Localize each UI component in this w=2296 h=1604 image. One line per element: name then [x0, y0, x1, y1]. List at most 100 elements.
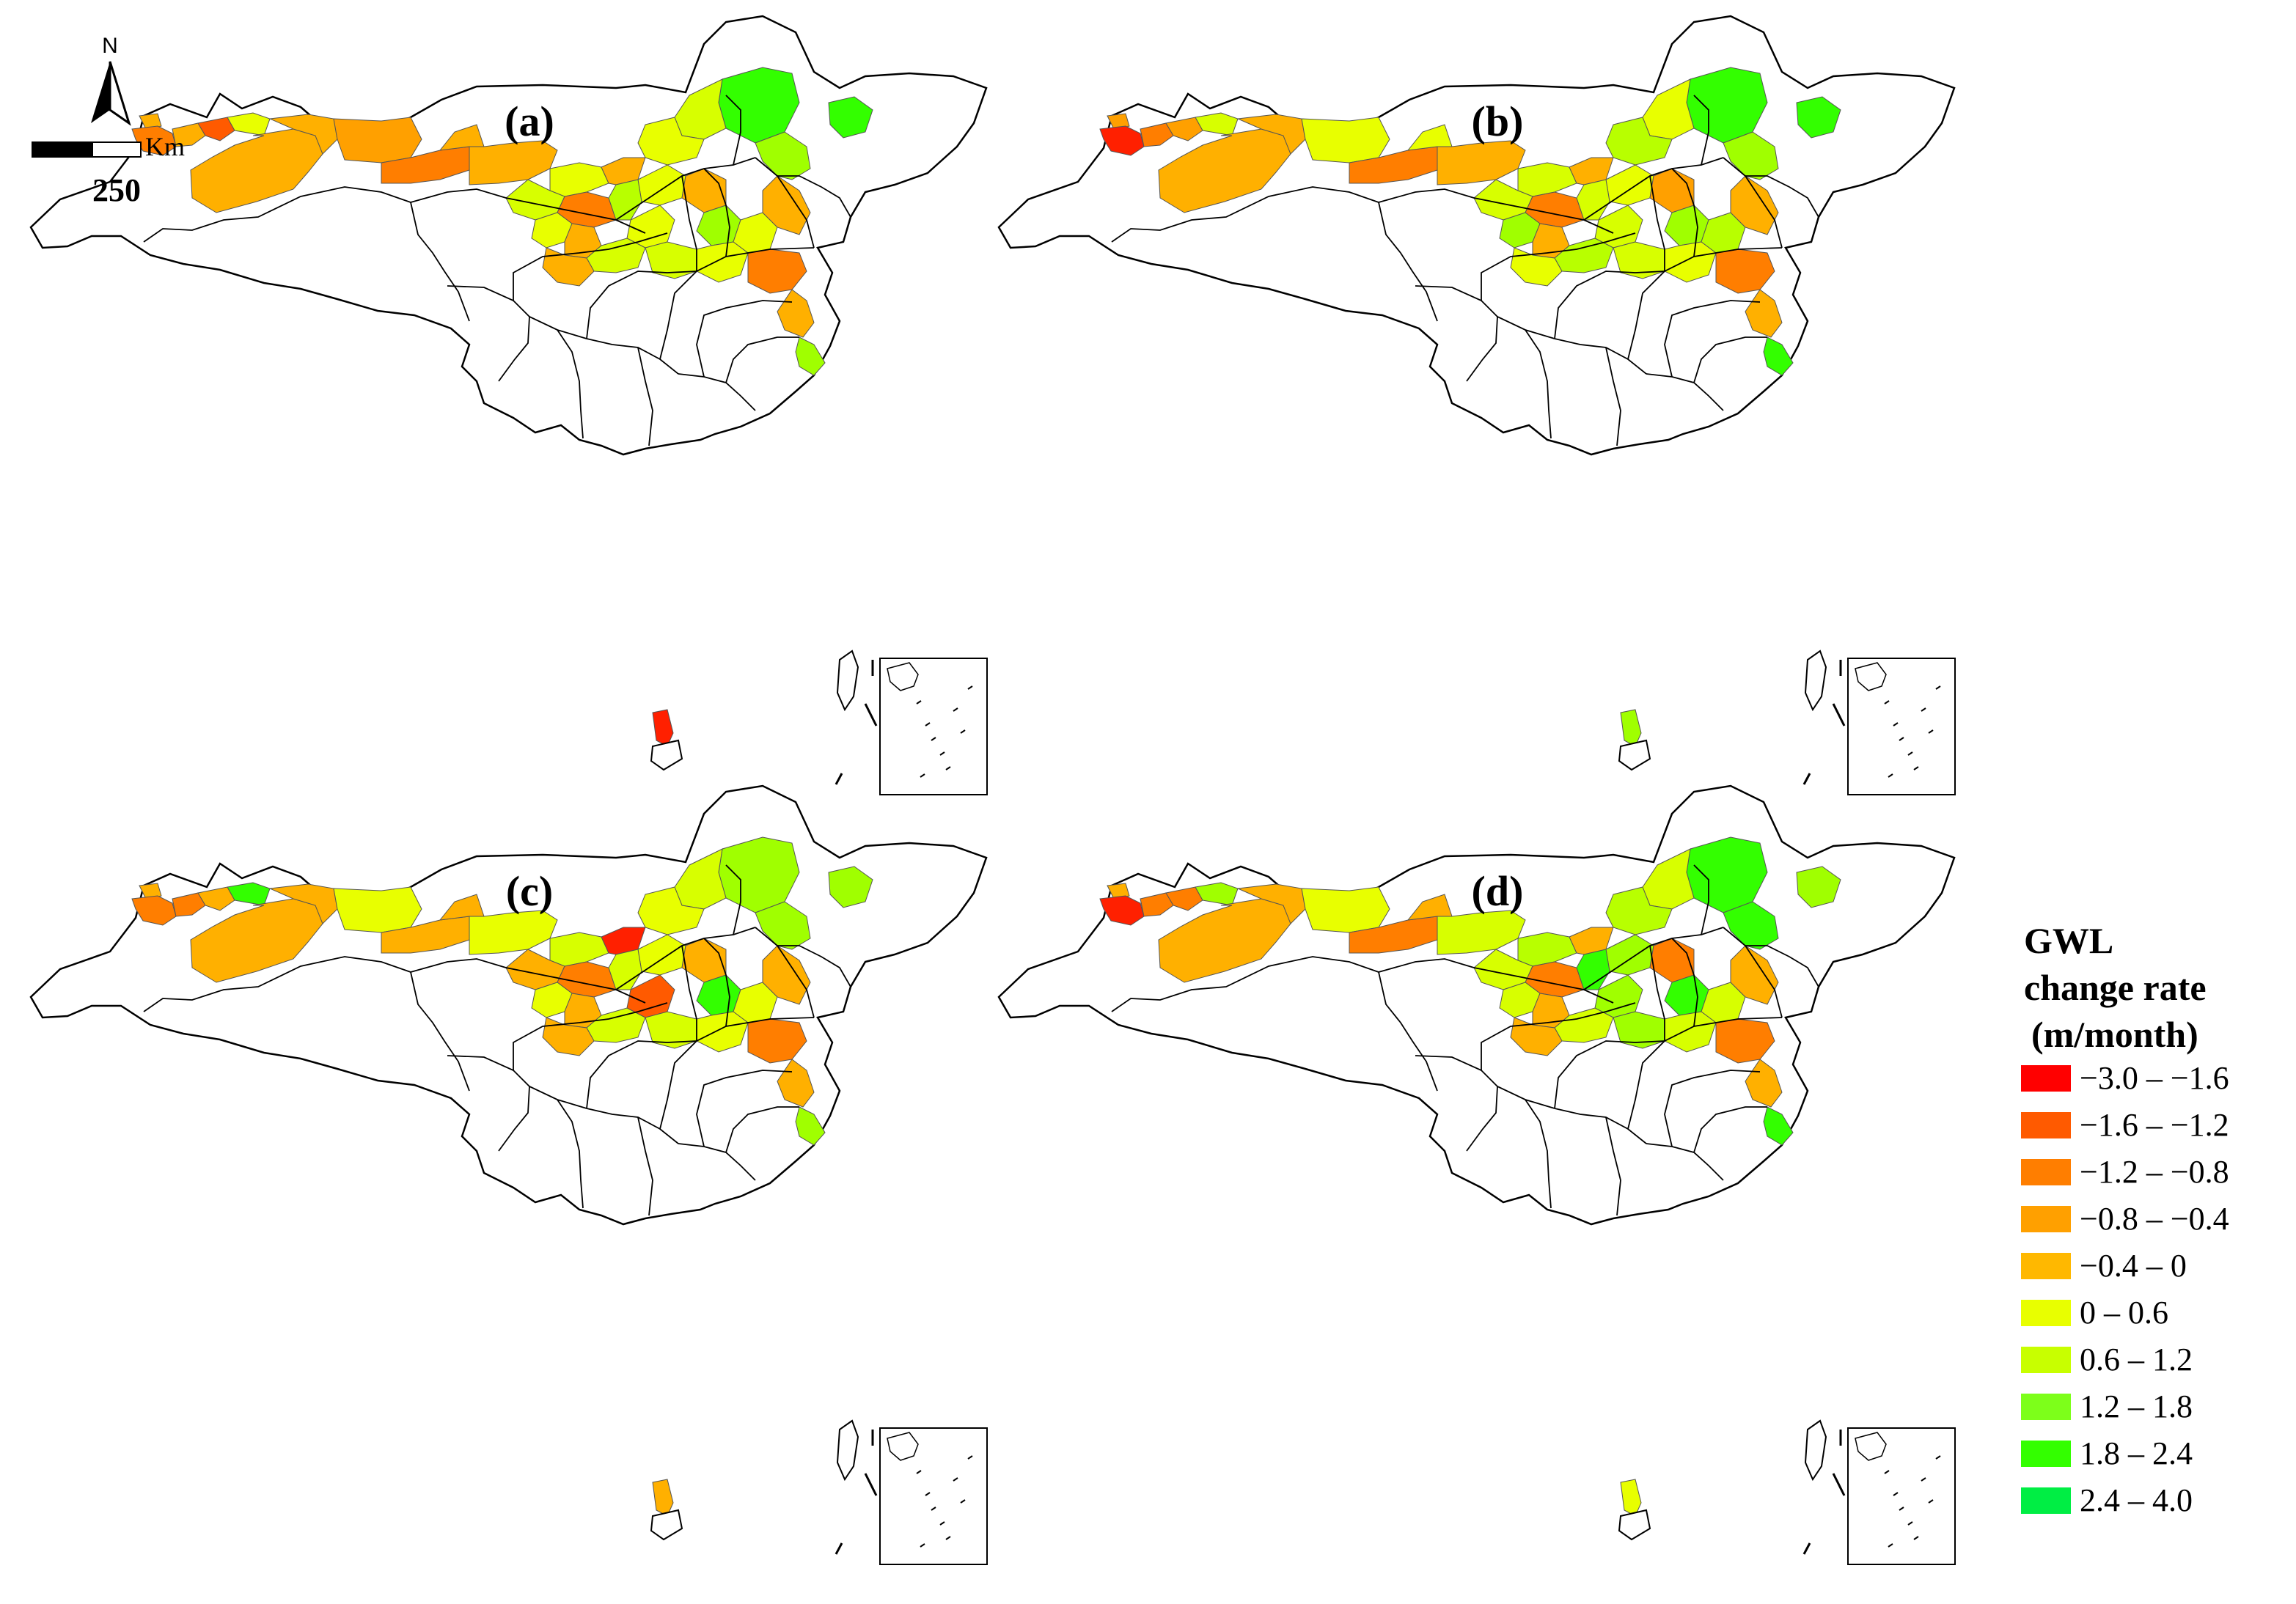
province-boundary [447, 285, 587, 339]
region-polygon [652, 709, 674, 747]
inset-island [920, 773, 925, 778]
inset-island [920, 1543, 925, 1548]
inset-island [1893, 1492, 1899, 1496]
hainan-island [650, 1509, 683, 1541]
region-polygon [1796, 96, 1841, 139]
region-polygon [1620, 1479, 1642, 1517]
region-polygon [747, 249, 807, 294]
region-polygon [439, 894, 485, 921]
legend-item: 1.2 – 1.8 [2021, 1388, 2193, 1424]
legend: GWL change rate (m/month) −3.0 – −1.6 −1.… [2021, 920, 2229, 1518]
legend-items: −3.0 – −1.6 −1.6 – −1.2 −1.2 – −0.8 −0.8 – … [2021, 1060, 2229, 1518]
region-polygon [696, 1011, 749, 1053]
inset-frame [879, 658, 988, 795]
inset-island [1913, 1536, 1919, 1540]
province-boundary [1671, 168, 1698, 257]
inset-frame [1847, 658, 1956, 795]
legend-swatch [2021, 1487, 2071, 1514]
legend-label: −0.4 – 0 [2080, 1248, 2187, 1284]
legend-swatch [2021, 1394, 2071, 1420]
legend-title-line-3: (m/month) [2031, 1014, 2198, 1055]
inset-coast [887, 662, 919, 691]
region-polygon [1723, 131, 1779, 180]
inset-island [1899, 1506, 1904, 1511]
region-polygon [755, 131, 811, 180]
legend-swatch [2021, 1112, 2071, 1138]
inset-island [916, 700, 922, 704]
province-boundary [1525, 1099, 1552, 1209]
map-panel-1: (a) [29, 15, 988, 795]
province-boundary [410, 958, 646, 1004]
province-boundary [1723, 927, 1783, 1018]
region-polygon [795, 1106, 826, 1146]
province-boundary [1415, 1055, 1555, 1109]
province-boundary [1378, 958, 1614, 1004]
region-polygon [1165, 117, 1203, 141]
province-boundary [447, 1055, 587, 1109]
hainan-island [1618, 739, 1651, 771]
country-outline [29, 784, 988, 1226]
province-boundary [557, 329, 584, 439]
region-polygon [268, 883, 338, 924]
region-polygon [1236, 883, 1306, 924]
inset-island [1921, 707, 1926, 712]
legend-label: −1.2 – −0.8 [2080, 1154, 2229, 1190]
region-polygon [131, 125, 177, 156]
island-mark [1832, 703, 1846, 726]
province-boundary [410, 188, 646, 234]
country-outline [997, 784, 1956, 1226]
region-polygon [542, 247, 595, 287]
legend-label: 2.4 – 4.0 [2080, 1482, 2193, 1518]
province-boundary [637, 1116, 653, 1216]
legend-label: 1.8 – 2.4 [2080, 1435, 2193, 1471]
region-polygon [1554, 1007, 1614, 1043]
inset-island [960, 729, 966, 734]
province-boundary [1605, 1116, 1621, 1216]
legend-title-line-2: change rate [2024, 967, 2207, 1008]
region-polygon [795, 336, 826, 376]
region-polygon [755, 901, 811, 950]
region-polygon [1406, 124, 1453, 151]
inset-island [1935, 685, 1941, 690]
scale-bar-unit: Km [145, 132, 185, 161]
province-boundary [777, 945, 851, 1012]
region-polygon [652, 1479, 674, 1517]
province-boundary [681, 175, 697, 271]
inset-island [1907, 751, 1913, 756]
inset-island [939, 1521, 945, 1526]
legend-swatch [2021, 1206, 2071, 1232]
province-boundary [725, 864, 741, 935]
province-boundary [410, 971, 470, 1092]
province-boundary [513, 232, 668, 301]
region-polygon [1236, 114, 1306, 155]
map-panel-2: (b) [997, 15, 1956, 795]
province-boundary [1466, 1086, 1498, 1152]
province-boundary [777, 175, 851, 243]
province-boundary [1605, 347, 1621, 446]
legend-item: −1.6 – −1.2 [2021, 1107, 2229, 1143]
inset-island [1913, 766, 1919, 770]
region-polygon [828, 866, 873, 908]
south-china-sea-inset [871, 1427, 988, 1565]
region-polygon [333, 886, 422, 933]
province-boundary [410, 202, 470, 322]
province-boundary [1745, 175, 1819, 243]
legend-item: 1.8 – 2.4 [2021, 1435, 2193, 1471]
hainan-island [650, 739, 683, 771]
region-polygon [1140, 122, 1174, 147]
scale-bar: Km 250 [32, 132, 185, 208]
province-boundary [1664, 1070, 1761, 1147]
region-polygon [227, 112, 271, 136]
south-china-sea-inset [1839, 658, 1956, 795]
region-polygon [1664, 241, 1717, 283]
province-boundary [696, 1070, 793, 1147]
legend-swatch [2021, 1300, 2071, 1326]
legend-item: 2.4 – 4.0 [2021, 1482, 2193, 1518]
panel-label: (a) [505, 98, 554, 145]
legend-label: 0 – 0.6 [2080, 1295, 2168, 1331]
region-polygon [439, 124, 485, 151]
region-polygon [747, 1018, 807, 1064]
legend-swatch [2021, 1347, 2071, 1373]
inset-island [967, 685, 973, 690]
island-mark [864, 1473, 878, 1496]
